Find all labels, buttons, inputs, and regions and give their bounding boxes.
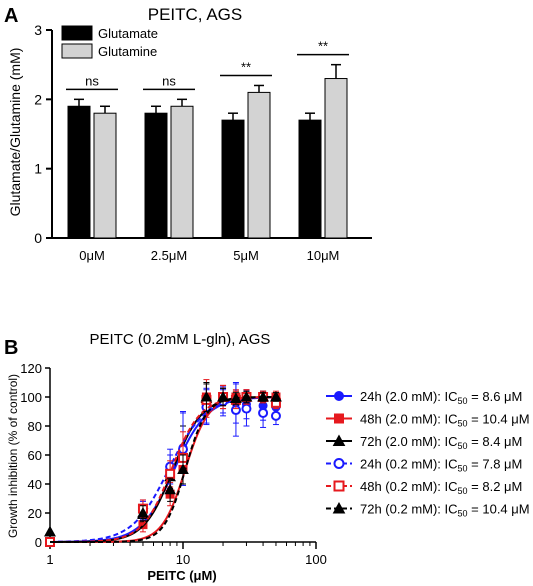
significance-label: ** <box>318 39 328 54</box>
legend-swatch <box>61 43 93 59</box>
legend-label: Glutamine <box>98 44 157 59</box>
legend-label: Glutamate <box>98 26 158 41</box>
data-point <box>241 403 252 414</box>
data-point <box>230 392 242 403</box>
data-point <box>334 391 344 401</box>
significance-label: ** <box>241 59 251 74</box>
bar <box>93 112 117 239</box>
bar <box>67 105 91 239</box>
x-tick-label: 5μM <box>233 248 259 263</box>
panel-a-bar-chart: 0 1 2 3 0μM ns 2.5μM ns 5μM ** 10μM ** Glutamate Glut… <box>34 22 372 263</box>
data-point <box>257 390 269 402</box>
data-point <box>217 390 229 402</box>
y-tick-label: 60 <box>28 448 42 463</box>
legend-label: 48h (2.0 mM): IC50 = 10.4 μM <box>360 412 530 429</box>
y-tick-label: 0 <box>34 230 42 246</box>
legend-label: 24h (0.2 mM): IC50 = 7.8 μM <box>360 457 522 474</box>
legend-label: 72h (0.2 mM): IC50 = 10.4 μM <box>360 502 530 519</box>
data-point <box>333 480 345 492</box>
panel-b-title: PEITC (0.2mM L-gln), AGS <box>90 331 271 348</box>
fit-curve <box>49 396 277 543</box>
panel-a-title: PEITC, AGS <box>148 5 242 24</box>
significance-label: ns <box>85 73 99 88</box>
x-tick-label: 1 <box>46 552 53 567</box>
y-tick-label: 20 <box>28 506 42 521</box>
bar <box>144 112 168 239</box>
data-point <box>240 390 253 402</box>
bar <box>298 119 322 239</box>
y-tick-label: 1 <box>34 161 42 177</box>
significance-label: ns <box>162 73 176 88</box>
x-tick-label: 100 <box>305 552 327 567</box>
data-point <box>137 506 149 518</box>
y-tick-label: 3 <box>34 22 42 38</box>
panel-b-legend: 24h (2.0 mM): IC50 = 8.6 μM 48h (2.0 mM):… <box>326 389 530 519</box>
data-point <box>200 390 213 402</box>
legend-label: 24h (2.0 mM): IC50 = 8.6 μM <box>360 389 522 406</box>
legend-swatch <box>61 25 93 41</box>
fit-curve <box>50 396 277 543</box>
y-tick-label: 40 <box>28 477 42 492</box>
y-tick-label: 2 <box>34 91 42 107</box>
data-point <box>333 458 345 469</box>
legend-label: 48h (0.2 mM): IC50 = 8.2 μM <box>360 479 522 496</box>
fit-curve <box>49 396 277 543</box>
data-point <box>164 483 176 495</box>
data-point <box>258 407 269 418</box>
data-point <box>270 390 282 402</box>
data-point <box>332 501 346 514</box>
y-tick-label: 120 <box>20 361 42 376</box>
y-tick-label: 80 <box>28 419 42 434</box>
y-tick-label: 100 <box>20 390 42 405</box>
y-tick-label: 0 <box>35 535 42 550</box>
data-point <box>270 410 281 421</box>
bar <box>324 78 348 239</box>
panel-b-label: B <box>4 337 18 359</box>
data-point <box>334 413 344 424</box>
legend-label: 72h (2.0 mM): IC50 = 8.4 μM <box>360 434 522 451</box>
fit-curve <box>49 396 277 543</box>
data-point <box>44 525 56 537</box>
data-point <box>332 434 346 446</box>
panel-b-x-axis-label: PEITC (μM) <box>147 568 216 583</box>
panel-b-y-axis-label: Growth inhibition (% of control) <box>6 374 20 538</box>
data-point <box>165 468 176 479</box>
bar <box>247 91 271 239</box>
fit-curve <box>50 396 277 543</box>
fit-curve <box>50 396 277 543</box>
panel-a-label: A <box>4 5 18 27</box>
data-point <box>177 463 189 474</box>
bar <box>170 105 194 239</box>
x-tick-label: 2.5μM <box>151 248 187 263</box>
x-tick-label: 0μM <box>79 248 105 263</box>
bar <box>221 119 245 239</box>
x-tick-label: 10μM <box>307 248 340 263</box>
panel-a-y-axis-label: Glutamate/Glutamine (mM) <box>7 48 23 217</box>
x-tick-label: 10 <box>176 552 190 567</box>
